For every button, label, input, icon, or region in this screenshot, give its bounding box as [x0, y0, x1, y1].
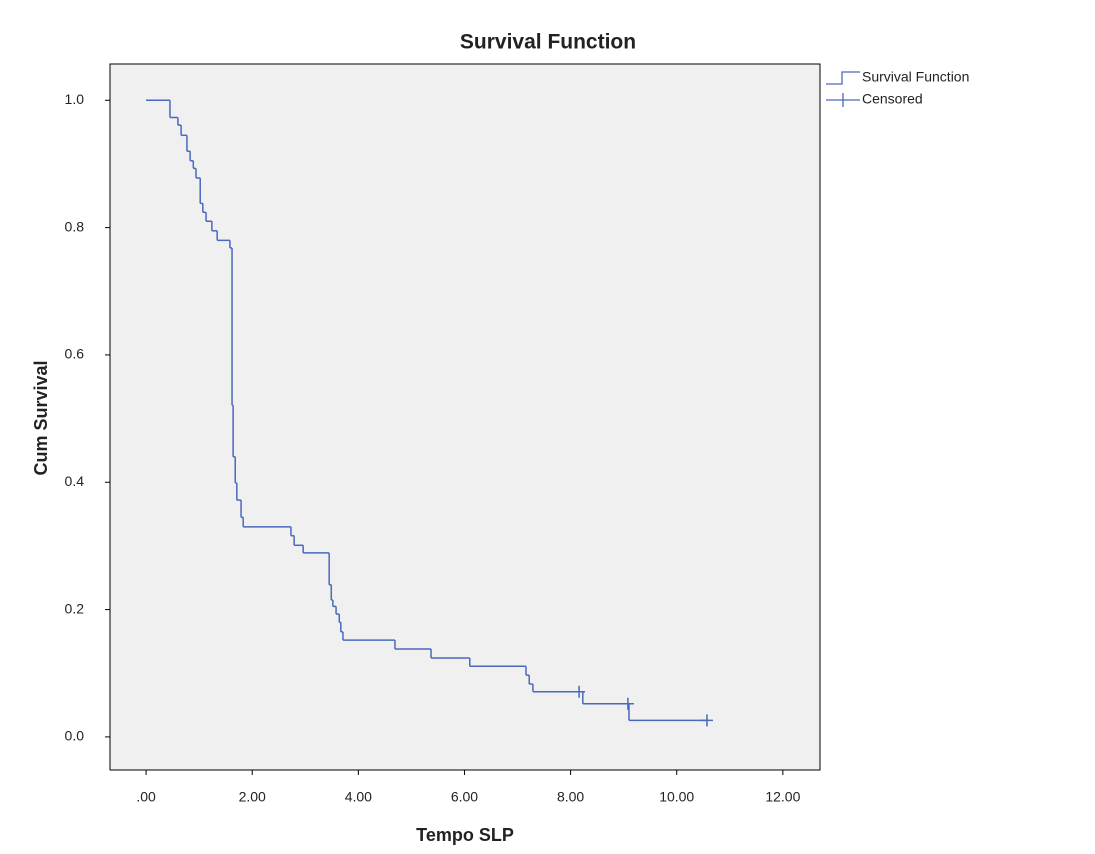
y-tick-label: 0.8	[65, 218, 85, 234]
censored-mark	[700, 714, 713, 727]
y-tick-label: 0.0	[65, 728, 85, 744]
x-tick-label: .00	[136, 789, 156, 805]
x-tick-label: 8.00	[557, 789, 584, 805]
x-tick-label: 4.00	[345, 789, 372, 805]
legend-label: Censored	[862, 91, 923, 107]
legend-icon	[826, 93, 860, 107]
x-tick-label: 12.00	[765, 789, 800, 805]
legend-icon	[826, 71, 860, 85]
chart-title: Survival Function	[460, 31, 636, 54]
y-axis-title: Cum Survival	[31, 360, 51, 475]
x-tick-label: 6.00	[451, 789, 478, 805]
y-tick-label: 1.0	[65, 91, 85, 107]
legend-label: Survival Function	[862, 69, 969, 85]
plot-area	[109, 63, 821, 771]
censored-mark	[573, 685, 586, 698]
x-tick-label: 2.00	[239, 789, 266, 805]
x-tick-label: 10.00	[659, 789, 694, 805]
y-tick-label: 0.4	[65, 473, 85, 489]
y-tick-label: 0.6	[65, 346, 85, 362]
censored-mark	[621, 697, 634, 710]
x-axis-title: Tempo SLP	[416, 825, 514, 845]
y-tick-label: 0.2	[65, 600, 85, 616]
